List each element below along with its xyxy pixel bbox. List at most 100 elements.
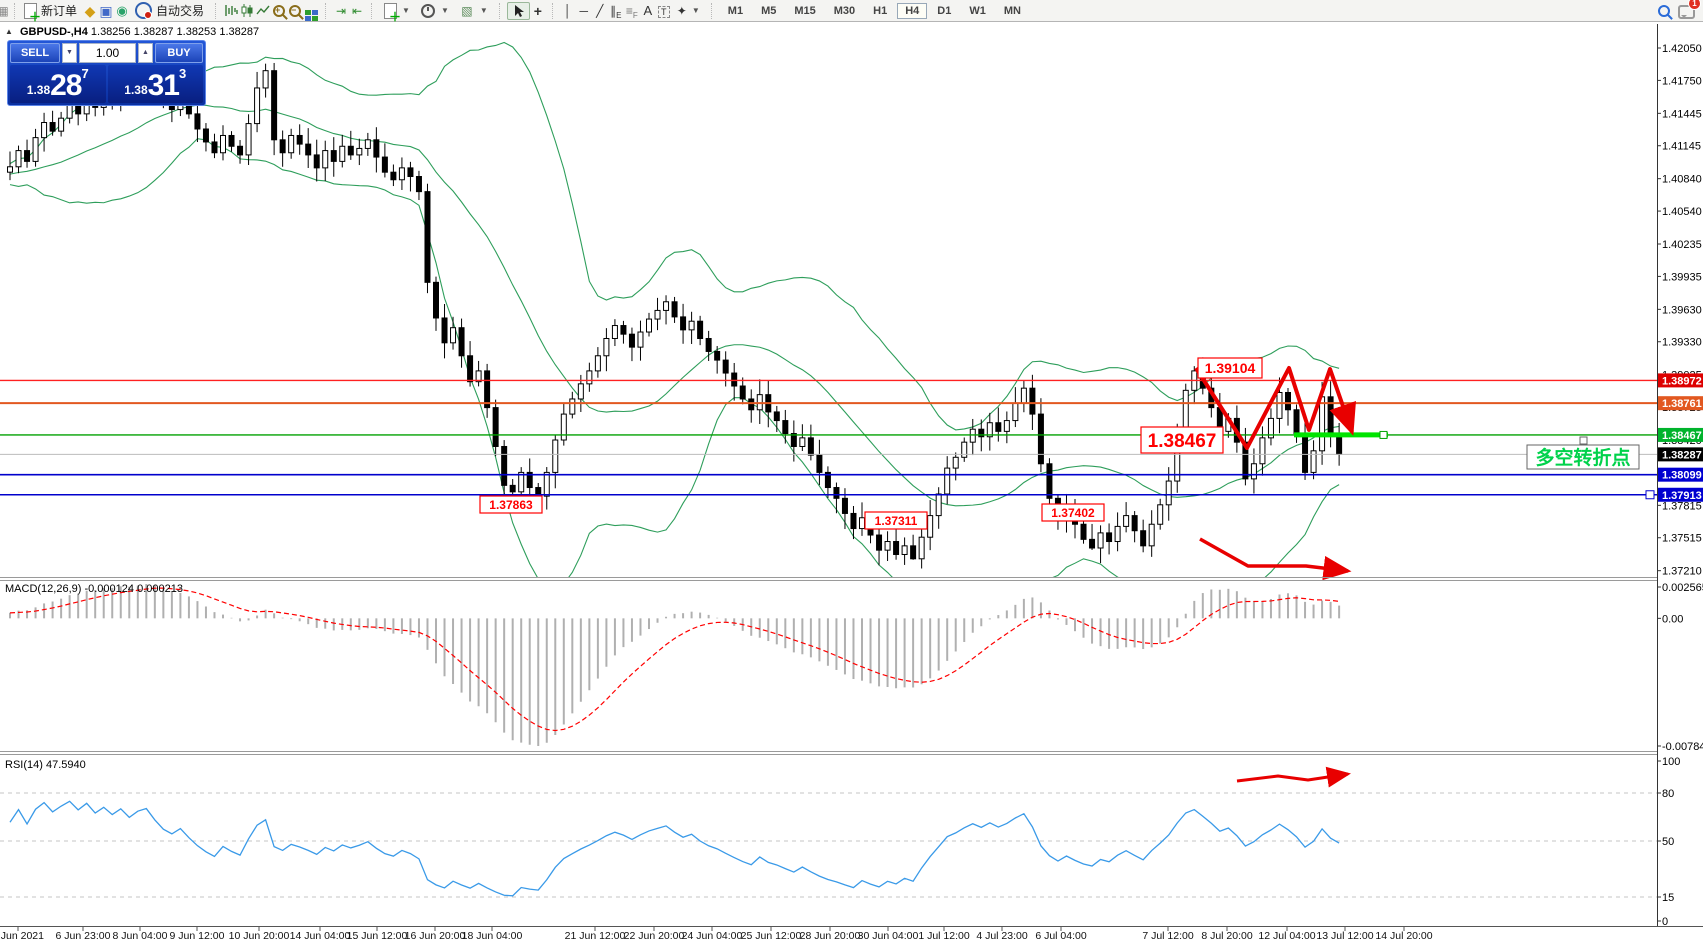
metaeditor-icon[interactable]: ◆ — [84, 2, 96, 19]
price-annotation-box[interactable] — [864, 511, 928, 530]
candle-body — [790, 433, 797, 447]
candle-body — [322, 150, 329, 169]
price-annotation-box[interactable] — [1197, 357, 1263, 379]
one-click-trade-panel: SELL ▼ 1.00 ▲ BUY 1.38 28 7 1.38 31 3 — [7, 40, 206, 106]
cursor-tool[interactable] — [506, 1, 530, 20]
autotrading-label: 自动交易 — [156, 4, 205, 18]
timeframe-w1[interactable]: W1 — [969, 4, 986, 17]
price-axis-label: 1.40235 — [1662, 239, 1702, 251]
timeframe-m1[interactable]: M1 — [727, 4, 744, 17]
volume-input[interactable]: 1.00 — [79, 43, 136, 63]
candlestick-chart-icon[interactable] — [239, 3, 255, 19]
candle-body — [1302, 433, 1309, 473]
trendline-tool[interactable]: ╱ — [596, 3, 604, 18]
timeframe-m15[interactable]: M15 — [794, 4, 816, 17]
rsi-arrow[interactable] — [1236, 766, 1351, 788]
note-box-handle[interactable] — [1579, 436, 1588, 445]
candle-body — [262, 70, 269, 89]
price-annotation-box[interactable] — [1140, 426, 1224, 454]
timeframe-h4[interactable]: H4 — [897, 2, 928, 19]
candle-body — [663, 301, 670, 311]
new-chart-button[interactable]: ＋ ▼ — [379, 1, 415, 23]
candle-body — [816, 454, 823, 473]
candle-body — [1123, 515, 1130, 527]
macd-arrow[interactable] — [1199, 537, 1352, 581]
collapse-arrow-icon[interactable]: ▲ — [5, 27, 13, 36]
candle-body — [969, 428, 976, 443]
price-axis-label: 1.41145 — [1662, 141, 1701, 153]
toolbar-separator — [215, 2, 217, 19]
toolbar-separator — [710, 2, 713, 19]
timeframe-d1[interactable]: D1 — [937, 4, 952, 17]
panel-separators — [0, 577, 1703, 755]
bar-chart-icon[interactable] — [223, 3, 239, 19]
signals-icon[interactable]: ◉ — [116, 2, 128, 18]
candle-body — [1089, 538, 1096, 549]
macd-axis-min: -0.007847 — [1662, 741, 1703, 753]
terminal-icon[interactable]: ▣ — [99, 2, 113, 19]
chart-shift-icon[interactable]: ⇤ — [352, 3, 363, 18]
timeframe-mn[interactable]: MN — [1003, 4, 1021, 17]
price-annotation-box[interactable] — [1041, 503, 1105, 522]
notifications-button[interactable]: 1 — [1678, 0, 1701, 19]
time-axis-label: 21 Jun 12:00 — [565, 930, 626, 941]
horizontal-line-tool[interactable]: ─ — [579, 3, 589, 18]
templates-button[interactable]: ▧ ▼ — [454, 1, 493, 21]
search-icon[interactable] — [1656, 3, 1672, 19]
timeframe-h1[interactable]: H1 — [873, 4, 888, 17]
toolbar-separator — [498, 2, 501, 19]
time-axis-label: 18 Jun 04:00 — [462, 930, 523, 941]
timeframe-m30[interactable]: M30 — [833, 4, 856, 17]
candle-body — [518, 471, 525, 493]
candle-body — [398, 167, 405, 181]
vertical-line-tool[interactable]: │ — [564, 3, 572, 18]
zoom-out-icon[interactable]: − — [287, 3, 303, 19]
buy-price-display[interactable]: 1.38 31 3 — [107, 65, 203, 103]
candle-body — [620, 325, 627, 335]
fibonacci-tool[interactable]: ≡F — [625, 3, 638, 20]
candle-body — [1267, 417, 1274, 439]
chart-window-icon[interactable]: ▦ — [0, 3, 9, 18]
bollinger-bands — [9, 41, 1340, 577]
note-box-text: 多空转折点 — [1535, 446, 1630, 469]
autoscroll-icon[interactable]: ⇥ — [336, 3, 347, 18]
arrows-tool[interactable]: ✦ ▼ — [672, 2, 705, 20]
hline-handle[interactable] — [1645, 490, 1655, 500]
candle-body — [1276, 391, 1283, 419]
toolbar-separator — [325, 2, 327, 19]
rsi-axis-label: 100 — [1662, 756, 1680, 768]
candle-body — [876, 534, 883, 551]
candle-body — [390, 171, 397, 181]
sell-price-prefix: 1.38 — [26, 83, 51, 97]
zoom-in-icon[interactable]: + — [271, 3, 287, 19]
volume-increase-button[interactable]: ▲ — [138, 43, 153, 63]
toolbar-separator — [371, 2, 373, 19]
candle-body — [450, 327, 457, 344]
crosshair-tool[interactable]: + — [533, 2, 542, 19]
note-box[interactable] — [1526, 444, 1640, 470]
buy-button[interactable]: BUY — [155, 43, 203, 63]
channel-tool[interactable]: ∥E — [610, 3, 622, 20]
sell-button[interactable]: SELL — [10, 43, 60, 63]
periods-button[interactable]: ▼ — [415, 1, 454, 21]
price-zigzag-arrow[interactable] — [1194, 366, 1356, 450]
volume-decrease-button[interactable]: ▼ — [62, 43, 77, 63]
text-tool[interactable]: A — [643, 2, 653, 18]
autotrading-button[interactable]: 自动交易 — [130, 0, 209, 21]
price-tag — [1658, 447, 1703, 462]
macd-axis-max: 0.002565 — [1662, 582, 1703, 594]
line-chart-icon[interactable] — [255, 3, 271, 19]
timeframe-m5[interactable]: M5 — [761, 4, 777, 17]
macd-signal-line — [9, 587, 1340, 732]
candle-body — [458, 327, 465, 357]
sell-price-display[interactable]: 1.38 28 7 — [10, 65, 106, 103]
new-order-button[interactable]: ＋ 新订单 — [19, 0, 82, 23]
candle-body — [1097, 532, 1104, 549]
tile-windows-icon[interactable] — [303, 3, 319, 21]
trendline-handle[interactable] — [1379, 430, 1388, 439]
candle-body — [407, 167, 414, 178]
price-annotation-box[interactable] — [479, 495, 543, 514]
candle-body — [415, 176, 422, 193]
text-label-tool[interactable]: T — [656, 3, 672, 19]
